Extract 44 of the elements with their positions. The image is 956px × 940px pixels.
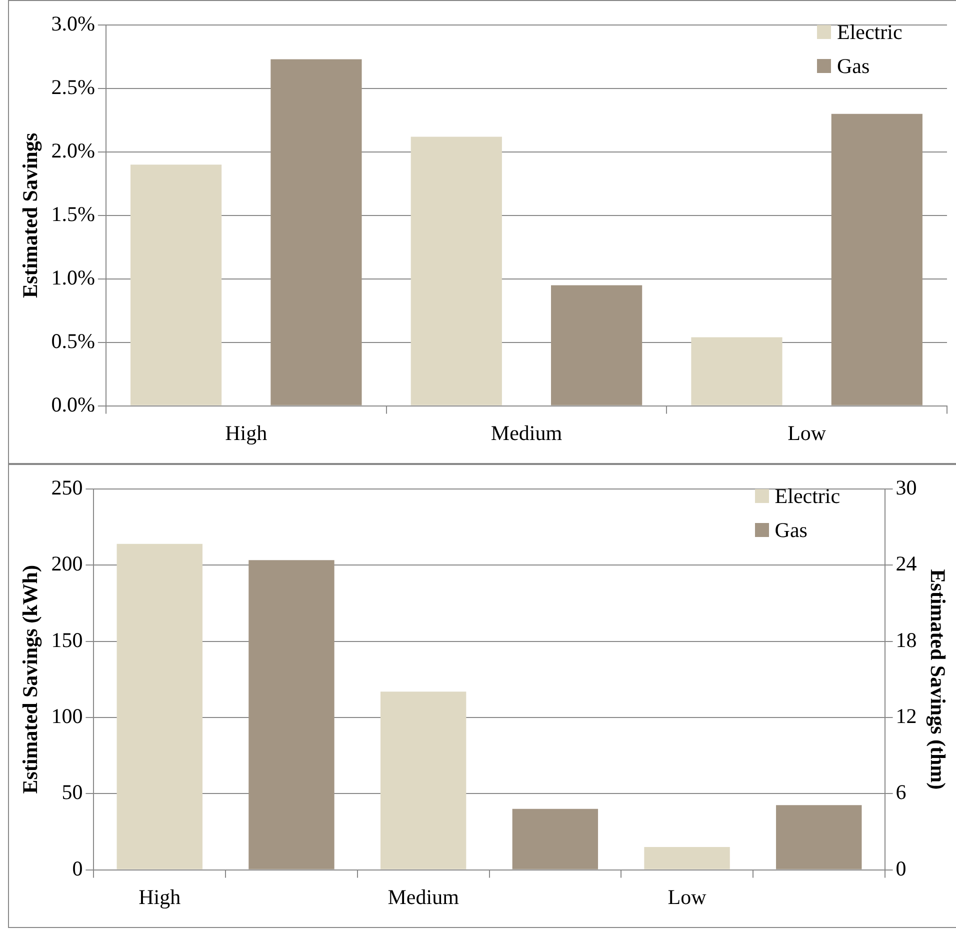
x-tick-label: High bbox=[225, 420, 268, 445]
y-tick-label: 1.5% bbox=[51, 202, 95, 226]
y2-tick-label: 24 bbox=[896, 552, 918, 576]
y-axis-title: Estimated Savings (kWh) bbox=[18, 565, 42, 794]
y-tick-label: 2.5% bbox=[51, 74, 95, 99]
y-tick-label: 100 bbox=[51, 704, 83, 728]
bar bbox=[551, 285, 642, 406]
y2-tick-label: 0 bbox=[896, 856, 906, 880]
y2-tick-label: 30 bbox=[896, 476, 917, 500]
legend-label: Electric bbox=[774, 484, 840, 508]
y-tick-label: 150 bbox=[51, 628, 83, 652]
legend-label: Gas bbox=[837, 54, 870, 78]
bar bbox=[410, 136, 502, 406]
bar bbox=[512, 808, 598, 870]
y2-tick-label: 6 bbox=[896, 780, 906, 804]
x-tick-label: Low bbox=[668, 884, 708, 909]
bar bbox=[270, 59, 362, 406]
legend-label: Gas bbox=[774, 518, 808, 542]
bar bbox=[644, 846, 730, 870]
bar bbox=[248, 560, 334, 870]
bar bbox=[831, 114, 922, 406]
x-tick-label: Medium bbox=[388, 884, 459, 909]
x-tick-label: Medium bbox=[490, 420, 562, 445]
y-axis-title: Estimated Savings bbox=[18, 132, 42, 298]
y-tick-label: 3.0% bbox=[51, 12, 95, 36]
bar bbox=[776, 805, 862, 870]
x-tick-label: High bbox=[138, 884, 182, 909]
y-tick-label: 0.0% bbox=[51, 392, 95, 416]
y2-axis-title: Estimated Savings (thm) bbox=[926, 569, 950, 790]
x-tick-label: Low bbox=[788, 420, 827, 445]
legend-label: Electric bbox=[837, 20, 902, 44]
bar bbox=[691, 337, 782, 406]
y-tick-label: 250 bbox=[51, 476, 83, 500]
bar bbox=[380, 692, 466, 870]
bar bbox=[130, 164, 222, 406]
y-tick-label: 0.5% bbox=[51, 328, 95, 353]
y-tick-label: 1.0% bbox=[51, 265, 95, 290]
y2-tick-label: 12 bbox=[896, 704, 917, 728]
y-tick-label: 200 bbox=[51, 552, 83, 576]
y-tick-label: 2.0% bbox=[51, 138, 95, 162]
bar bbox=[116, 544, 202, 870]
y-tick-label: 0 bbox=[72, 856, 83, 880]
y2-tick-label: 18 bbox=[896, 628, 917, 652]
y-tick-label: 50 bbox=[62, 780, 83, 804]
